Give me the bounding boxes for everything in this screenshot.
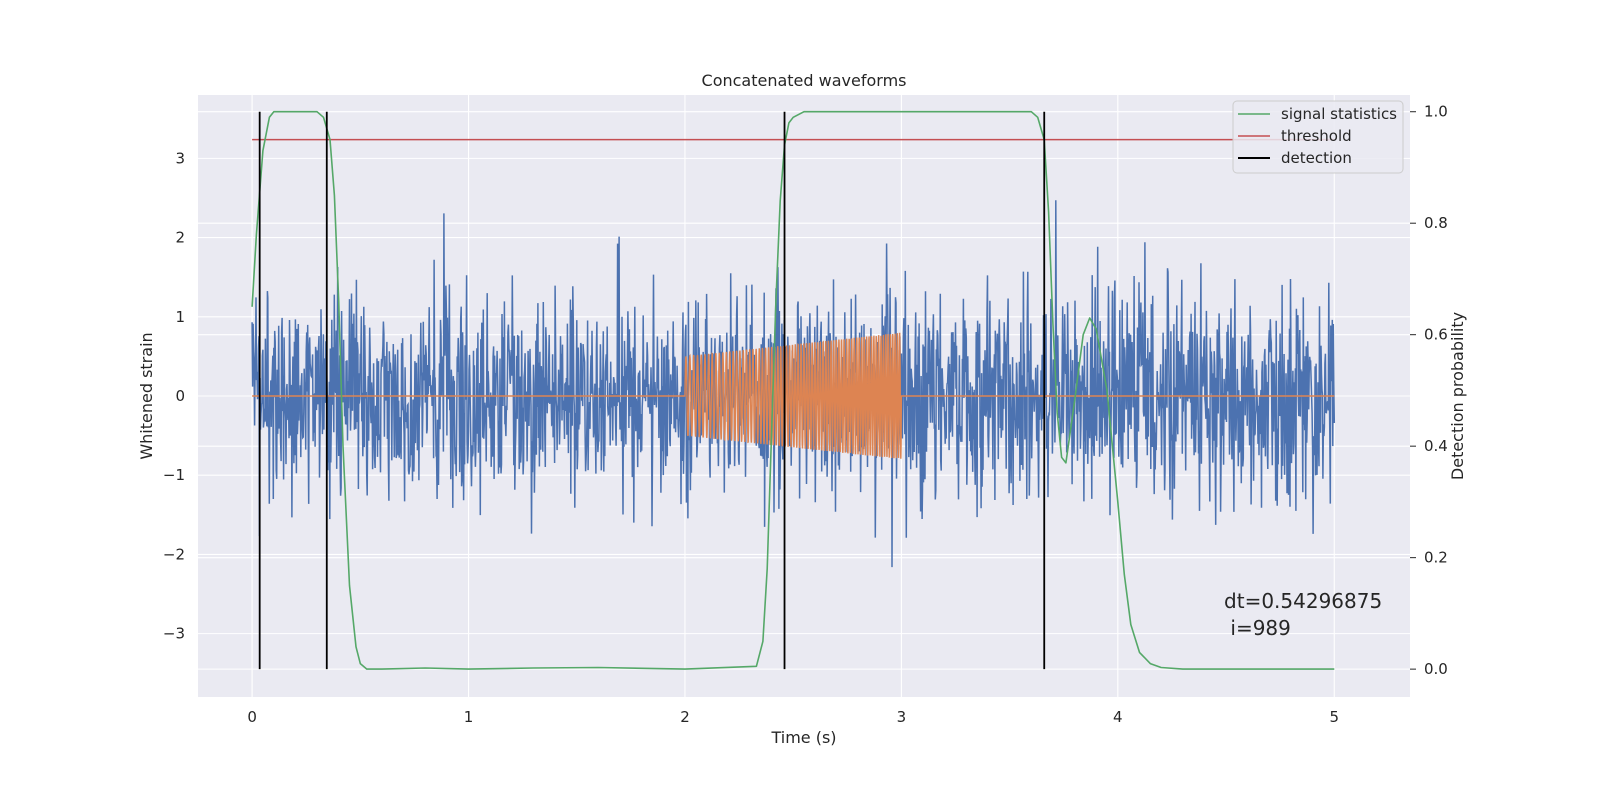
- x-tick-label: 1: [464, 708, 474, 726]
- legend-label-threshold: threshold: [1281, 127, 1352, 145]
- y-right-tick-label: 1.0: [1424, 103, 1448, 121]
- y-tick-label: −3: [163, 625, 185, 643]
- x-tick-label: 2: [680, 708, 690, 726]
- legend-box: [1232, 100, 1404, 174]
- y-tick-label: 2: [175, 229, 185, 247]
- chart-title: Concatenated waveforms: [702, 71, 907, 90]
- y-right-tick-label: 0.2: [1424, 549, 1448, 567]
- y-tick-label: 0: [175, 387, 185, 405]
- legend-label-signal-statistics: signal statistics: [1281, 105, 1397, 123]
- y-tick-label: −2: [163, 545, 185, 563]
- y-right-tick-label: 0.8: [1424, 214, 1448, 232]
- y-right-tick-label: 0.4: [1424, 437, 1448, 455]
- x-tick-label: 0: [247, 708, 257, 726]
- axis-ticks: 0 1 2 3 4 5 −3 −2 −1 0 1 2 3 0.0 0.2 0.4 0.6 0.8 1.0: [163, 103, 1448, 726]
- x-tick-label: 4: [1113, 708, 1123, 726]
- template-waveform-series: [252, 332, 1335, 459]
- y-tick-label: 3: [175, 149, 185, 167]
- y-tick-label: −1: [163, 466, 185, 484]
- y-tick-label: 1: [175, 308, 185, 326]
- data-layer: [251, 110, 1336, 670]
- signal-statistics-series: [251, 110, 1335, 670]
- y-right-tick-label: 0.0: [1424, 660, 1448, 678]
- annotation-dt: dt=0.54296875: [1224, 589, 1382, 613]
- x-axis-label: Time (s): [770, 728, 836, 747]
- y-axis-right-label: Detection probability: [1448, 312, 1467, 480]
- y-right-tick-label: 0.6: [1424, 326, 1448, 344]
- legend: signal statistics threshold detection: [1232, 100, 1404, 174]
- y-axis-label: Whitened strain: [137, 332, 156, 459]
- annotation-index: i=989: [1224, 616, 1291, 640]
- x-tick-label: 3: [897, 708, 907, 726]
- x-tick-label: 5: [1329, 708, 1339, 726]
- legend-label-detection: detection: [1281, 149, 1352, 167]
